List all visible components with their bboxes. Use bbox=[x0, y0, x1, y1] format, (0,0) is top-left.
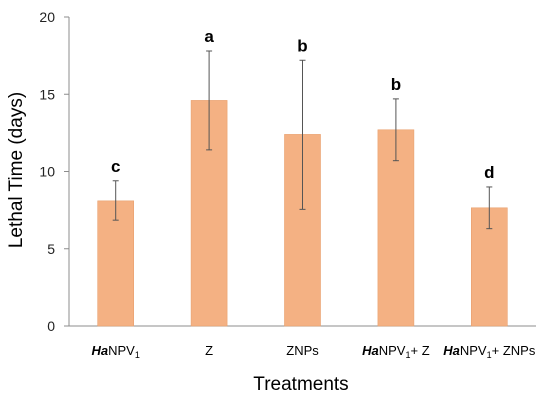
x-tick-label: HaNPV1+ ZNPs bbox=[443, 343, 536, 360]
error-bars bbox=[112, 50, 493, 230]
x-tick-label: ZNPs bbox=[286, 343, 319, 358]
category-labels: HaNPV1 Z ZNPs HaNPV1+ Z HaNPV1+ ZNPs bbox=[92, 343, 536, 360]
y-tick-label: 0 bbox=[47, 318, 55, 334]
x-axis-label: Treatments bbox=[253, 374, 348, 395]
significance-letter: a bbox=[204, 27, 214, 46]
error-bar bbox=[299, 59, 306, 210]
significance-letters: c a b b d bbox=[111, 27, 495, 182]
error-bar bbox=[486, 186, 493, 230]
x-tick-label: HaNPV1+ Z bbox=[362, 343, 430, 360]
x-tick-label: Z bbox=[205, 343, 213, 358]
error-bar bbox=[392, 98, 399, 162]
bar bbox=[377, 129, 415, 327]
y-tick-label: 20 bbox=[39, 9, 55, 25]
significance-letter: b bbox=[391, 75, 401, 94]
error-bar bbox=[206, 50, 213, 151]
error-bar bbox=[112, 180, 119, 221]
y-axis-label: Lethal Time (days) bbox=[6, 92, 27, 248]
y-tick-label: 10 bbox=[39, 164, 55, 180]
y-tick-label: 5 bbox=[47, 241, 55, 257]
significance-letter: b bbox=[297, 36, 307, 55]
significance-letter: d bbox=[484, 163, 494, 182]
bar bbox=[97, 200, 134, 327]
y-axis: 0 5 10 15 20 bbox=[39, 9, 70, 334]
significance-letter: c bbox=[111, 157, 120, 176]
y-tick-label: 15 bbox=[39, 86, 55, 102]
x-tick-label: HaNPV1 bbox=[92, 343, 140, 360]
